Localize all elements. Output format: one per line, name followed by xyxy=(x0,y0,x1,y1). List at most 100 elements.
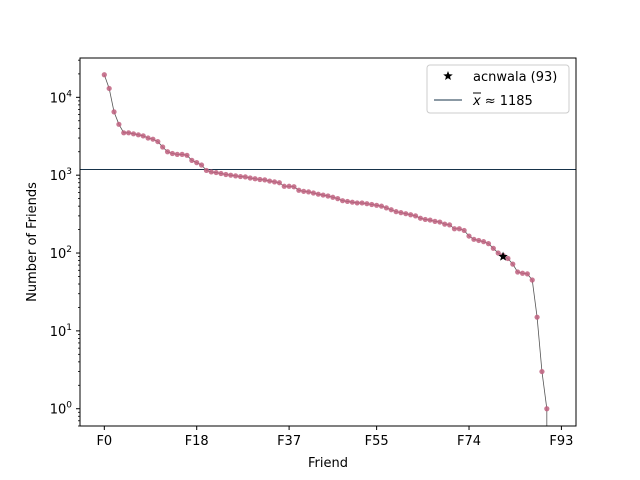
y-tick-base: 10 xyxy=(50,91,67,106)
y-tick-label: 104 xyxy=(50,89,73,106)
data-point xyxy=(271,179,278,185)
data-point xyxy=(315,191,321,197)
data-point xyxy=(252,176,258,182)
data-point xyxy=(242,174,248,180)
data-point xyxy=(198,162,205,168)
data-point xyxy=(408,212,414,218)
highlight-star xyxy=(498,251,508,261)
y-tick-label: 103 xyxy=(50,167,72,184)
axes-frame xyxy=(79,57,577,427)
data-point xyxy=(257,176,263,183)
data-point xyxy=(495,250,501,256)
data-point xyxy=(437,219,443,225)
data-point xyxy=(218,170,224,177)
plot-area xyxy=(80,72,576,426)
data-point xyxy=(466,233,472,239)
data-point xyxy=(354,200,360,206)
data-point xyxy=(233,173,239,179)
data-point xyxy=(422,216,428,223)
data-point xyxy=(339,198,346,204)
legend-highlight-label: acnwala (93) xyxy=(473,70,557,85)
data-point xyxy=(296,187,302,193)
x-tick-label: F18 xyxy=(185,434,209,449)
y-tick-base: 10 xyxy=(50,403,67,418)
data-point xyxy=(262,177,268,183)
data-point xyxy=(111,109,117,115)
data-point xyxy=(208,169,214,175)
y-tick-base: 10 xyxy=(50,325,67,340)
data-point xyxy=(519,270,526,276)
data-point xyxy=(388,207,394,213)
legend-star-marker xyxy=(443,71,453,81)
data-point xyxy=(320,192,326,198)
plot-content xyxy=(80,72,576,426)
data-point xyxy=(349,199,355,205)
data-point xyxy=(505,255,511,262)
data-point xyxy=(145,135,151,141)
data-point xyxy=(398,210,404,216)
data-point xyxy=(534,314,540,320)
data-point xyxy=(510,261,516,267)
data-point xyxy=(335,196,341,202)
data-point xyxy=(432,218,438,224)
y-tick-label: 102 xyxy=(50,245,72,262)
data-point xyxy=(456,226,462,232)
x-tick-label: F74 xyxy=(457,434,481,449)
y-tick-exponent: 2 xyxy=(66,245,72,255)
data-point xyxy=(140,133,146,139)
data-point xyxy=(524,271,530,277)
legend-star xyxy=(443,71,453,81)
data-point xyxy=(101,72,107,78)
legend-box xyxy=(426,64,570,114)
data-point xyxy=(281,183,287,189)
legend-mean-label: x ≈ 1185 xyxy=(472,94,533,109)
data-point xyxy=(189,157,195,163)
y-tick-label: 101 xyxy=(50,323,72,340)
data-point xyxy=(412,213,419,219)
data-point xyxy=(169,150,175,157)
data-point xyxy=(485,241,492,247)
y-tick-exponent: 0 xyxy=(66,401,72,411)
data-point xyxy=(476,237,482,244)
data-point xyxy=(223,171,229,178)
x-tick-label: F37 xyxy=(277,434,301,449)
data-point xyxy=(203,167,210,174)
legend-mean-value: ≈ 1185 xyxy=(485,94,533,109)
y-tick-label: 100 xyxy=(50,401,73,418)
x-tick-label: F55 xyxy=(365,434,389,449)
data-point xyxy=(461,227,467,234)
data-point xyxy=(106,85,112,92)
data-point xyxy=(359,200,365,206)
data-point xyxy=(427,217,433,223)
y-tick-exponent: 4 xyxy=(66,89,72,99)
data-point xyxy=(378,203,385,209)
data-point xyxy=(481,239,487,245)
data-point xyxy=(442,221,448,227)
data-point xyxy=(417,215,423,221)
data-point xyxy=(126,130,132,136)
data-point xyxy=(135,132,141,138)
data-point xyxy=(155,138,161,145)
data-point xyxy=(403,211,409,217)
data-point xyxy=(490,245,496,251)
data-point xyxy=(446,222,453,228)
y-axis-label: Number of Friends xyxy=(25,182,40,302)
data-point xyxy=(515,269,521,275)
x-tick-label: F0 xyxy=(96,434,112,449)
data-point xyxy=(194,160,200,166)
data-point xyxy=(174,151,180,157)
data-point xyxy=(184,152,190,158)
data-point xyxy=(451,226,458,232)
x-tick-label: F93 xyxy=(549,434,573,449)
data-point xyxy=(291,184,297,190)
data-point xyxy=(130,131,137,137)
data-point xyxy=(325,193,331,199)
data-point xyxy=(310,190,317,196)
data-point xyxy=(121,130,127,136)
data-point xyxy=(228,172,234,178)
data-point xyxy=(286,183,292,189)
y-tick-exponent: 1 xyxy=(66,323,72,333)
data-point xyxy=(267,178,273,184)
